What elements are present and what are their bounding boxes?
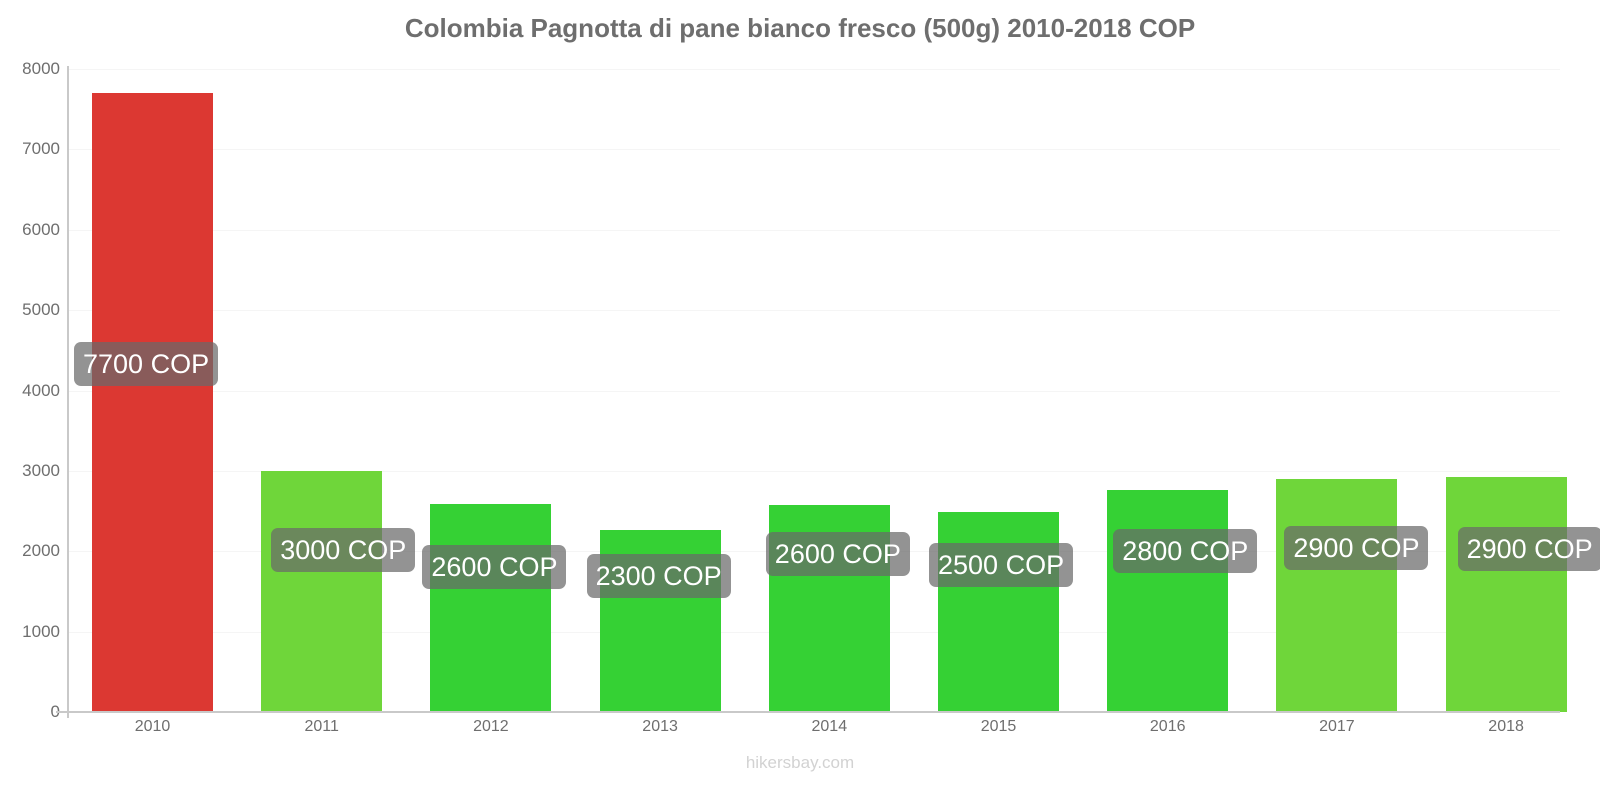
gridline	[68, 390, 1560, 392]
x-axis-tick-label: 2015	[980, 718, 1017, 735]
gridline	[68, 149, 1560, 151]
bar-2012[interactable]	[430, 503, 552, 712]
x-axis-tick-label: 2016	[1149, 718, 1186, 735]
bar-2018[interactable]	[1445, 476, 1567, 712]
bar-value-label-2011: 3000 COP	[271, 528, 416, 572]
bar-value-label-2016: 2800 COP	[1113, 529, 1258, 573]
x-axis-tick-label: 2017	[1319, 718, 1355, 735]
y-axis-tick-label: 5000	[22, 300, 60, 320]
source-watermark: hikersbay.com	[745, 753, 855, 772]
gridline	[68, 470, 1560, 472]
x-axis-tick-label: 2014	[811, 718, 848, 735]
bar-value-label-2012: 2600 COP	[422, 545, 567, 589]
bar-2015[interactable]	[938, 511, 1059, 712]
bar-value-label-2018: 2900 COP	[1457, 527, 1600, 571]
y-axis-tick-label: 0	[4, 702, 60, 722]
x-axis-tick-label: 2012	[473, 718, 509, 735]
y-axis-tick-label: 3000	[22, 460, 60, 480]
y-axis-tick-label: 4000	[22, 380, 60, 400]
bar-value-label-2013: 2300 COP	[586, 554, 731, 598]
plot-area	[68, 69, 1567, 713]
bar-value-label-2010: 7700 COP	[74, 342, 219, 386]
bar-value-label-2015: 2500 COP	[929, 543, 1074, 587]
bar-2010[interactable]	[92, 93, 213, 712]
x-axis-line	[56, 711, 1560, 713]
gridline	[68, 69, 1560, 70]
chart-title: Colombia Pagnotta di pane bianco fresco …	[404, 13, 1196, 43]
bar-value-label-2014: 2600 COP	[765, 532, 910, 576]
y-axis-tick-label: 6000	[22, 219, 60, 239]
x-axis-tick-label: 2011	[304, 718, 339, 735]
y-axis-tick-labels: 8000 7000 6000 5000 4000 3000 2000 1000 0	[0, 0, 60, 800]
bar-2011[interactable]	[261, 470, 383, 712]
gridline	[68, 310, 1560, 312]
bar-value-label-2017: 2900 COP	[1284, 526, 1429, 570]
y-axis-line	[67, 66, 69, 718]
x-axis-tick-label: 2013	[642, 718, 678, 735]
y-axis-tick-label: 1000	[22, 621, 60, 641]
gridline	[68, 229, 1560, 231]
y-axis-tick-label: 8000	[22, 59, 60, 78]
y-axis-tick-label: 2000	[22, 541, 60, 561]
x-axis-tick-label: 2018	[1488, 718, 1524, 735]
x-axis-tick-label: 2010	[134, 718, 171, 735]
bar-2016[interactable]	[1107, 490, 1229, 712]
y-axis-tick-label: 7000	[22, 139, 60, 159]
bar-2017[interactable]	[1276, 478, 1398, 712]
